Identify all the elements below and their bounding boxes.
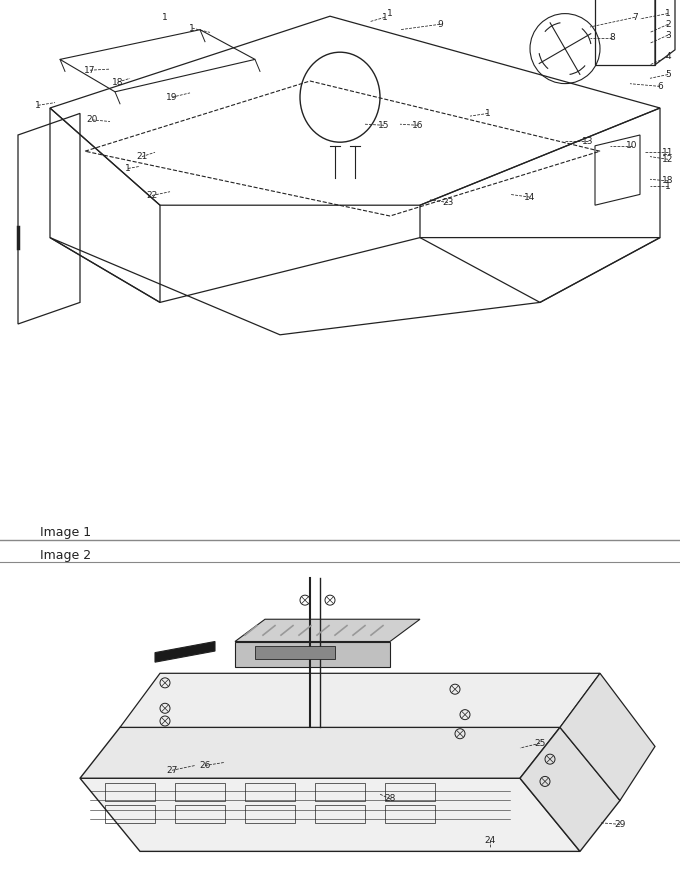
Text: 15: 15: [378, 121, 390, 129]
Text: 17: 17: [84, 66, 96, 75]
Text: 3: 3: [665, 31, 671, 40]
Text: 18: 18: [112, 77, 124, 86]
Polygon shape: [80, 728, 560, 778]
Text: Image 2: Image 2: [40, 548, 91, 561]
Text: 25: 25: [534, 739, 545, 748]
Polygon shape: [80, 778, 580, 851]
Text: Image 1: Image 1: [40, 525, 91, 539]
Text: 7: 7: [632, 13, 638, 22]
Bar: [315, 783, 365, 801]
Text: 23: 23: [442, 198, 454, 207]
Text: 1: 1: [162, 13, 168, 22]
Text: 4: 4: [665, 52, 670, 62]
Text: 1: 1: [387, 9, 393, 18]
Polygon shape: [560, 673, 655, 801]
Text: 2: 2: [665, 20, 670, 29]
Polygon shape: [120, 673, 600, 728]
Text: 1: 1: [35, 101, 41, 110]
Bar: [255, 646, 335, 659]
Text: 27: 27: [167, 766, 177, 774]
Polygon shape: [155, 642, 215, 662]
Text: 1: 1: [125, 164, 131, 173]
Bar: [175, 805, 225, 823]
Text: 9: 9: [437, 20, 443, 29]
Text: 6: 6: [657, 82, 663, 91]
Text: 20: 20: [86, 115, 98, 124]
Text: 1: 1: [665, 182, 671, 191]
Text: 13: 13: [582, 137, 594, 146]
Polygon shape: [235, 642, 390, 667]
Text: 1: 1: [382, 13, 388, 22]
Text: 11: 11: [662, 148, 674, 157]
Text: 14: 14: [524, 193, 536, 202]
Text: 22: 22: [146, 191, 158, 200]
Bar: [385, 805, 435, 823]
Bar: [245, 783, 295, 801]
Polygon shape: [520, 728, 620, 851]
Text: 28: 28: [384, 795, 396, 803]
Text: 10: 10: [626, 142, 638, 150]
Bar: [385, 783, 435, 801]
Text: 5: 5: [665, 70, 671, 79]
Bar: [105, 783, 155, 801]
Text: 12: 12: [662, 155, 674, 164]
Text: 19: 19: [166, 92, 177, 102]
Bar: [175, 783, 225, 801]
Text: 1: 1: [189, 24, 195, 33]
Text: 29: 29: [614, 820, 626, 829]
Bar: [315, 805, 365, 823]
Text: 16: 16: [412, 121, 424, 129]
Text: 21: 21: [136, 152, 148, 161]
Text: 24: 24: [484, 836, 496, 845]
Text: 8: 8: [609, 33, 615, 42]
Text: 26: 26: [199, 761, 211, 770]
Polygon shape: [235, 620, 420, 642]
Text: 18: 18: [662, 176, 674, 186]
Bar: [245, 805, 295, 823]
Text: 1: 1: [485, 109, 491, 118]
Bar: [105, 805, 155, 823]
Text: 1: 1: [665, 9, 671, 18]
